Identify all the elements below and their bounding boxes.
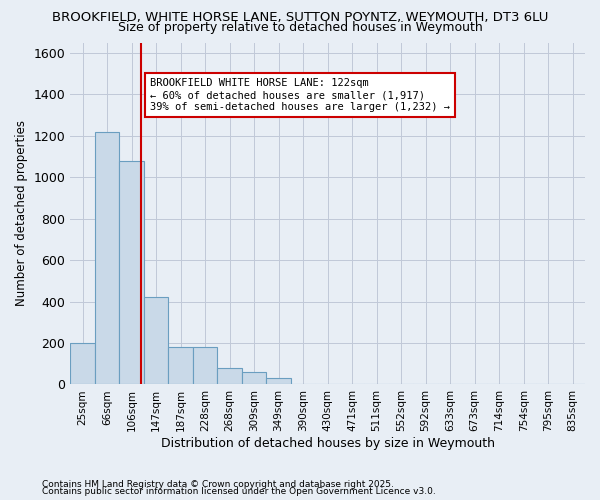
Text: Contains HM Land Registry data © Crown copyright and database right 2025.: Contains HM Land Registry data © Crown c…: [42, 480, 394, 489]
Bar: [95, 132, 119, 384]
X-axis label: Distribution of detached houses by size in Weymouth: Distribution of detached houses by size …: [161, 437, 494, 450]
Bar: [266, 378, 291, 384]
Bar: [70, 343, 95, 384]
Text: BROOKFIELD, WHITE HORSE LANE, SUTTON POYNTZ, WEYMOUTH, DT3 6LU: BROOKFIELD, WHITE HORSE LANE, SUTTON POY…: [52, 12, 548, 24]
Text: Size of property relative to detached houses in Weymouth: Size of property relative to detached ho…: [118, 22, 482, 35]
Bar: [217, 368, 242, 384]
Bar: [119, 160, 144, 384]
Y-axis label: Number of detached properties: Number of detached properties: [15, 120, 28, 306]
Bar: [144, 298, 169, 384]
Text: Contains public sector information licensed under the Open Government Licence v3: Contains public sector information licen…: [42, 487, 436, 496]
Bar: [169, 346, 193, 385]
Bar: [193, 346, 217, 385]
Bar: [242, 372, 266, 384]
Text: BROOKFIELD WHITE HORSE LANE: 122sqm
← 60% of detached houses are smaller (1,917): BROOKFIELD WHITE HORSE LANE: 122sqm ← 60…: [150, 78, 450, 112]
